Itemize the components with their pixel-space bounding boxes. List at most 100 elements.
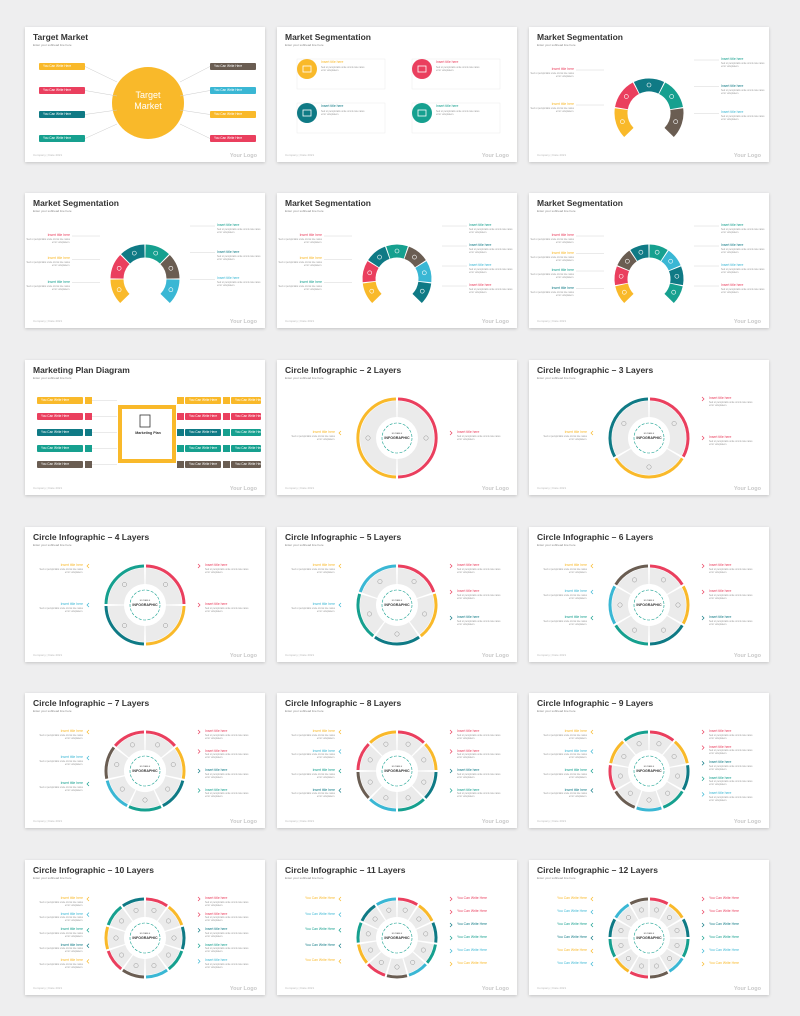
segment-arc	[386, 244, 408, 259]
slide-15[interactable]: Circle Infographic – 9 Layers Enter your …	[529, 693, 769, 828]
slide-2[interactable]: Market Segmentation Enter your subhead li…	[277, 27, 517, 162]
slide-logo: Your Logo	[481, 153, 509, 159]
inner-segment	[649, 901, 667, 920]
slide-18[interactable]: Circle Infographic – 12 Layers Enter your…	[529, 860, 769, 995]
ring-segment	[358, 564, 397, 593]
inner-segment	[409, 594, 434, 635]
slide-12[interactable]: Circle Infographic – 6 Layers Enter your …	[529, 527, 769, 662]
ring-segment	[614, 564, 649, 586]
slide-logo: Your Logo	[229, 153, 257, 159]
slide-13[interactable]: Circle Infographic – 7 Layers Enter your …	[25, 693, 265, 828]
slide-9[interactable]: Circle Infographic – 3 Layers Enter your …	[529, 360, 769, 495]
center-disc	[378, 586, 416, 624]
chevron-left-icon	[338, 927, 342, 933]
item-label: Insert title here	[709, 760, 732, 765]
segment-icon	[122, 582, 127, 587]
item-label: Insert title here	[564, 729, 587, 733]
inner-segment	[656, 781, 681, 806]
item-description: Sed ut perspiciatis unde omnis iste natu…	[457, 434, 501, 441]
slide-logo: Your Logo	[733, 486, 761, 492]
item-description: Sed ut perspiciatis unde omnis iste natu…	[39, 606, 83, 613]
slide-7[interactable]: Marketing Plan Diagram Enter your subhead…	[25, 360, 265, 495]
segment-icon	[119, 918, 124, 924]
item-description: Sed ut perspiciatis unde omnis iste natu…	[543, 753, 587, 759]
plan-icon	[139, 414, 151, 428]
inner-segment	[116, 734, 145, 758]
ring-segment	[408, 963, 427, 977]
slide-logo: Your Logo	[481, 653, 509, 659]
slide-4[interactable]: Market Segmentation Enter your subhead li…	[25, 193, 265, 328]
ring-segment	[649, 897, 669, 906]
slide-11[interactable]: Circle Infographic – 5 Layers Enter your …	[277, 527, 517, 662]
item-label: Insert title here	[312, 602, 335, 606]
center-big-label: INFOGRAPHIC	[384, 603, 410, 607]
segment-icon-circle	[412, 103, 432, 123]
item-label: Insert title here	[205, 563, 228, 567]
segment-icon	[671, 289, 676, 295]
ring-segment	[397, 564, 436, 593]
segment-arc	[362, 261, 379, 283]
segment-icon	[168, 287, 174, 293]
item-description: Sed ut perspiciatis unde omnis iste natu…	[530, 72, 574, 78]
center-line-1: Target	[135, 90, 161, 100]
ring-segment	[106, 950, 123, 971]
slide-16[interactable]: Circle Infographic – 10 Layers Enter your…	[25, 860, 265, 995]
chevron-right-icon	[449, 909, 453, 915]
segment-icon	[163, 582, 168, 587]
slide-17[interactable]: Circle Infographic – 11 Layers Enter your…	[277, 860, 517, 995]
slide-1[interactable]: Target Market Enter your subhead line her…	[25, 27, 265, 162]
segment-icon	[402, 907, 408, 913]
item-description: Sed ut perspiciatis unde omnis iste natu…	[543, 593, 587, 600]
item-label: Insert title here	[551, 67, 574, 71]
item-description: Sed ut perspiciatis unde omnis iste natu…	[291, 753, 335, 759]
item-label: You Can Write Here	[557, 935, 587, 939]
slide-3[interactable]: Market Segmentation Enter your subhead li…	[529, 27, 769, 162]
slide-title: Circle Infographic – 5 Layers	[285, 532, 402, 542]
slide-logo: Your Logo	[229, 653, 257, 659]
segment-arc	[412, 281, 432, 303]
segment-icon	[368, 947, 374, 953]
item-description: Sed ut perspiciatis unde omnis iste natu…	[278, 284, 322, 291]
slide-6[interactable]: Market Segmentation Enter your subhead li…	[529, 193, 769, 328]
slide-footer: Company | Date 2021	[285, 986, 315, 990]
ring-segment	[114, 730, 145, 747]
item-description: Sed ut perspiciatis unde omnis iste natu…	[26, 284, 70, 291]
item-description: Sed ut perspiciatis unde omnis iste natu…	[39, 916, 83, 923]
slide-subtitle: Enter your subhead line here	[285, 876, 324, 880]
item-description: Sed ut perspiciatis unde omnis iste natu…	[457, 772, 501, 779]
chevron-right-icon	[197, 959, 201, 964]
segment-icon	[632, 577, 637, 583]
item-label: Insert title here	[469, 223, 492, 227]
inner-segment	[612, 587, 631, 623]
slide-title: Market Segmentation	[285, 32, 371, 42]
slide-5[interactable]: Market Segmentation Enter your subhead li…	[277, 193, 517, 328]
item-description: Sed ut perspiciatis unde omnis iste natu…	[721, 268, 765, 274]
segment-icon	[421, 757, 427, 763]
ring-segment	[174, 746, 186, 779]
slide-10[interactable]: Circle Infographic – 4 Layers Enter your …	[25, 527, 265, 662]
ring-segment	[104, 746, 116, 779]
center-big-label: INFOGRAPHIC	[384, 769, 410, 773]
item-description: Sed ut perspiciatis unde omnis iste natu…	[469, 288, 513, 294]
item-label: You Can Write Here	[457, 922, 487, 926]
center-big-label: INFOGRAPHIC	[132, 936, 158, 940]
slide-8[interactable]: Circle Infographic – 2 Layers Enter your …	[277, 360, 517, 495]
slide-footer: Company | Date 2021	[537, 819, 567, 823]
text-bar: You Can Write Here	[37, 429, 83, 436]
item-description: Sed ut perspiciatis unde omnis iste natu…	[709, 439, 753, 446]
chevron-right-icon	[449, 589, 453, 595]
segment-icon	[133, 907, 139, 913]
slide-graphic	[296, 58, 501, 134]
chevron-left-icon	[86, 912, 90, 917]
item-description: Sed ut perspiciatis unde omnis iste natu…	[205, 916, 249, 923]
item-label: You Can Write Here	[457, 896, 487, 900]
ring-segment	[614, 790, 636, 809]
slide-subtitle: Enter your subhead line here	[33, 543, 72, 547]
center-small-label: EDITABLE	[643, 433, 655, 435]
segment-arc	[110, 255, 130, 280]
inner-segment	[108, 927, 125, 949]
segment-icon	[646, 797, 652, 803]
slide-14[interactable]: Circle Infographic – 8 Layers Enter your …	[277, 693, 517, 828]
item-label: Insert title here	[709, 744, 732, 749]
inner-segment	[617, 615, 649, 642]
